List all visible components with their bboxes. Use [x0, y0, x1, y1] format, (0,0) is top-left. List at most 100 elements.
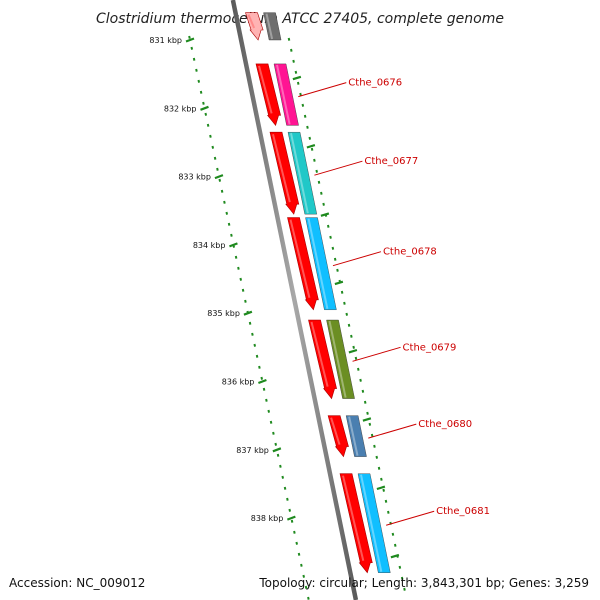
- outer-minor-tick: [373, 444, 376, 448]
- gene-label-cthe_0679[interactable]: Cthe_0679: [403, 342, 457, 353]
- ruler-minor-tick: [267, 409, 271, 413]
- ruler-minor-tick: [307, 596, 310, 600]
- ruler-label: 833 kbp: [178, 173, 211, 182]
- gene-highlight: [290, 132, 309, 214]
- ruler-major-tick: [272, 447, 282, 453]
- gene-bar-cthe_0680[interactable]: [345, 415, 367, 457]
- outer-minor-tick: [315, 169, 318, 173]
- gene-bar-cthe_0678[interactable]: [305, 217, 337, 310]
- outer-minor-tick: [361, 389, 365, 393]
- gene-highlight: [307, 218, 329, 309]
- outer-minor-tick: [329, 235, 332, 239]
- label-leader: [368, 423, 417, 439]
- outer-minor-tick: [303, 114, 307, 118]
- orf-highlight: [289, 219, 311, 299]
- ruler-minor-tick: [197, 79, 201, 83]
- ruler-minor-tick: [293, 530, 296, 534]
- outer-minor-tick: [393, 543, 397, 547]
- outer-minor-tick: [317, 180, 321, 184]
- map-title: Clostridium thermocellum ATCC 27405, com…: [96, 11, 504, 27]
- gene-bar-cthe_0675[interactable]: [263, 12, 282, 41]
- ruler-minor-tick: [225, 211, 229, 215]
- label-leader: [298, 82, 347, 98]
- outer-major-tick: [362, 417, 372, 422]
- orf-highlight: [258, 65, 273, 114]
- outer-minor-tick: [310, 147, 314, 151]
- ruler-label: 832 kbp: [164, 104, 197, 113]
- outer-minor-tick: [343, 301, 346, 305]
- outer-minor-tick: [403, 587, 406, 591]
- orf-arrow: [327, 415, 349, 458]
- outer-major-tick: [376, 485, 386, 491]
- gene-highlight: [328, 320, 347, 398]
- ruler-label: 838 kbp: [251, 514, 284, 523]
- label-leader: [314, 160, 363, 176]
- gene-label-cthe_0680[interactable]: Cthe_0680: [418, 419, 472, 430]
- ruler-minor-tick: [272, 431, 275, 435]
- orf-highlight: [310, 321, 329, 387]
- ruler-label: 831 kbp: [149, 36, 182, 45]
- ruler-minor-tick: [241, 288, 245, 292]
- outer-minor-tick: [290, 48, 293, 52]
- outer-major-tick: [306, 144, 316, 149]
- gene-bar-cthe_0677[interactable]: [287, 132, 318, 215]
- outer-minor-tick: [322, 202, 325, 206]
- gene-label-cthe_0676[interactable]: Cthe_0676: [348, 78, 402, 89]
- topology-text: Topology: circular; Length: 3,843,301 bp…: [258, 576, 589, 590]
- ruler-label: 834 kbp: [193, 241, 226, 250]
- label-leader: [352, 346, 401, 362]
- outer-major-tick: [390, 553, 400, 559]
- outer-minor-tick: [336, 268, 339, 272]
- outer-minor-tick: [359, 378, 362, 382]
- ruler-minor-tick: [269, 420, 273, 424]
- ruler-minor-tick: [286, 497, 289, 501]
- gene-highlight: [348, 416, 359, 456]
- outer-minor-tick: [370, 433, 374, 437]
- gene-bar-cthe_0679[interactable]: [326, 319, 355, 399]
- ruler-minor-tick: [230, 233, 233, 237]
- outer-minor-tick: [391, 532, 395, 536]
- ruler-minor-tick: [239, 277, 243, 281]
- gene-highlight: [265, 13, 274, 40]
- outer-minor-tick: [292, 59, 295, 63]
- ruler-label: 836 kbp: [222, 378, 255, 387]
- outer-minor-tick: [384, 499, 388, 503]
- ruler-minor-tick: [262, 387, 266, 391]
- outer-minor-tick: [347, 323, 351, 327]
- ruler-label: 837 kbp: [236, 446, 269, 455]
- gene-label-cthe_0677[interactable]: Cthe_0677: [364, 156, 418, 167]
- outer-minor-tick: [352, 345, 355, 349]
- gene-label-cthe_0678[interactable]: Cthe_0678: [383, 247, 437, 258]
- gene-label-cthe_0681[interactable]: Cthe_0681: [436, 506, 490, 517]
- gene-bar-cthe_0681[interactable]: [357, 473, 391, 573]
- ruler-major-tick: [185, 37, 195, 43]
- outer-minor-tick: [375, 455, 379, 459]
- gene-highlight: [276, 64, 291, 125]
- ruler-minor-tick: [227, 222, 231, 226]
- ruler-minor-tick: [253, 343, 257, 347]
- ruler-minor-tick: [258, 365, 261, 369]
- outer-minor-tick: [294, 70, 298, 74]
- ruler-minor-tick: [274, 442, 278, 446]
- orf-track: [245, 12, 373, 574]
- ruler-minor-tick: [248, 321, 252, 325]
- gene-labels: Cthe_0676 Cthe_0677 Cthe_0678 Cthe_0679 Cthe…: [298, 78, 490, 526]
- outer-major-tick: [348, 348, 358, 354]
- label-leader: [386, 510, 435, 526]
- ruler-minor-tick: [202, 101, 205, 105]
- gene-highlight: [360, 474, 383, 572]
- gene-bar-cthe_0676[interactable]: [273, 63, 299, 126]
- outer-minor-tick: [326, 224, 330, 228]
- ruler-minor-tick: [302, 574, 305, 578]
- outer-minor-tick: [287, 37, 291, 41]
- ruler-label: 835 kbp: [207, 309, 240, 318]
- ruler-minor-tick: [290, 519, 294, 523]
- ruler-minor-tick: [195, 68, 198, 72]
- outer-minor-tick: [354, 356, 358, 360]
- ruler-major-tick: [258, 378, 267, 385]
- outer-minor-tick: [366, 411, 369, 415]
- ruler-major-tick: [286, 515, 296, 521]
- outer-minor-tick: [400, 576, 404, 580]
- ruler-minor-tick: [204, 112, 208, 116]
- outer-minor-tick: [333, 257, 337, 261]
